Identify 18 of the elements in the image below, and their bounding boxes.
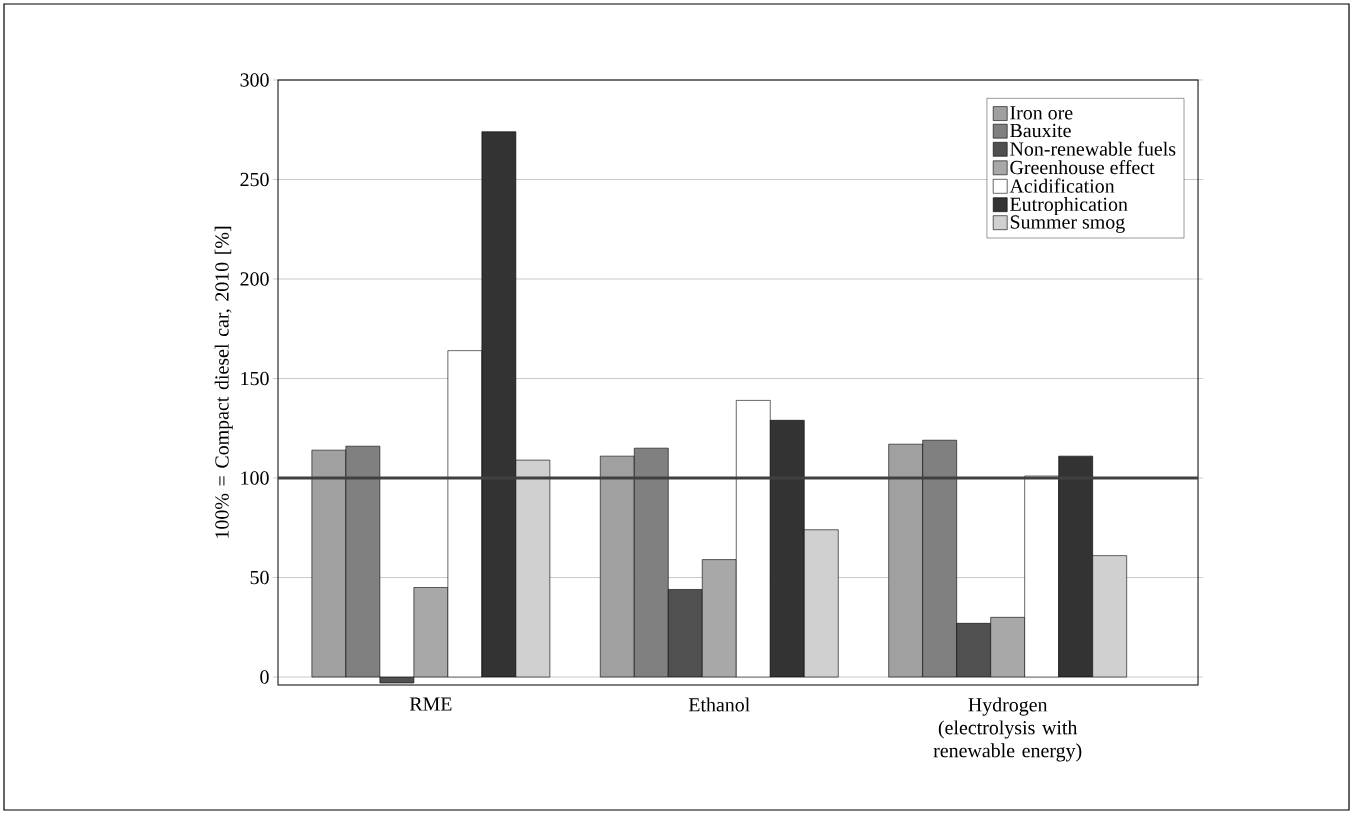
legend-label: Iron ore xyxy=(1010,106,1073,120)
y-tick-label: 100 xyxy=(241,471,269,485)
x-tick-label: Ethanol xyxy=(688,697,750,712)
y-tick-label: 50 xyxy=(250,570,269,585)
y-tick-label: 250 xyxy=(240,172,269,187)
legend-label: Summer smog xyxy=(1010,215,1125,233)
y-tick-label: 200 xyxy=(240,272,269,286)
y-tick-label: 300 xyxy=(240,73,269,87)
y-tick-label: 150 xyxy=(241,371,269,386)
y-tick-label: 0 xyxy=(260,670,269,684)
legend-label: Greenhouse effect xyxy=(1010,160,1155,175)
x-tick-label: Hydrogen (electrolysis with renewable energy) xyxy=(933,697,1082,762)
legend-label: Eutrophication xyxy=(1010,197,1128,216)
legend-label: Acidification xyxy=(1009,178,1115,193)
legend-label: Bauxite xyxy=(1010,123,1071,138)
legend-label: Non-renewable fuels xyxy=(1010,141,1176,156)
x-tick-label: RME xyxy=(409,697,452,711)
y-axis-title: 100% = Compact diesel car, 2010 [%] xyxy=(214,226,233,538)
